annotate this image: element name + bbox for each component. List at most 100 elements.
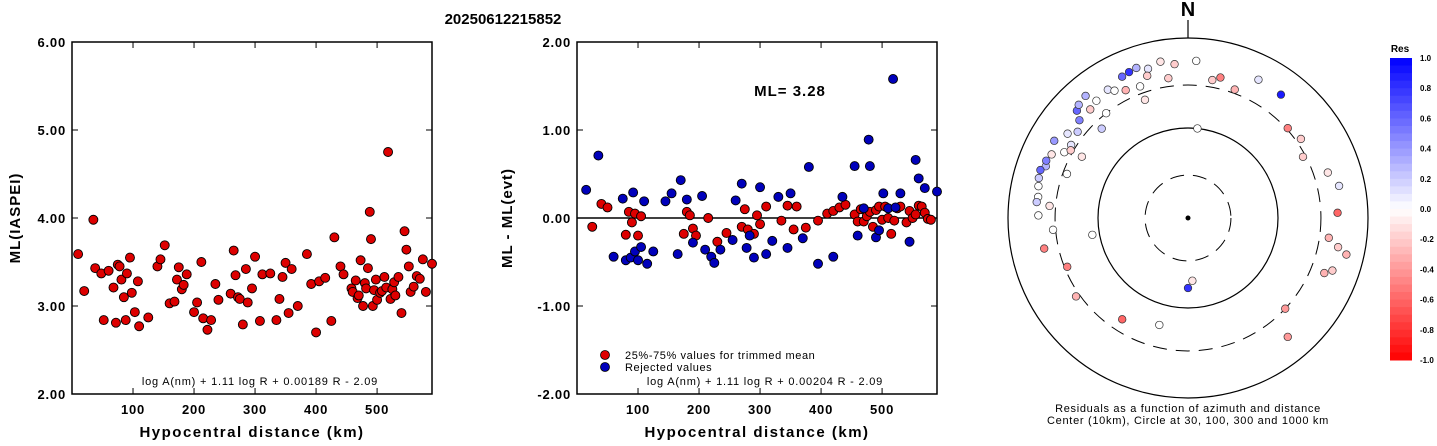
data-point bbox=[741, 242, 752, 253]
data-point bbox=[639, 196, 650, 207]
colorbar-cell bbox=[1390, 103, 1412, 112]
colorbar-cell bbox=[1390, 110, 1412, 119]
y-axis-label: ML - ML(evt) bbox=[499, 168, 516, 268]
station-residual-point bbox=[1230, 85, 1239, 94]
station-residual-point bbox=[1334, 181, 1344, 191]
colorbar-tick-label: -1.0 bbox=[1420, 356, 1434, 365]
colorbar-tick-label: 0.0 bbox=[1420, 205, 1432, 214]
station-residual-point bbox=[1088, 230, 1097, 240]
data-point bbox=[390, 290, 401, 301]
data-point bbox=[878, 188, 889, 199]
colorbar-cell bbox=[1390, 118, 1412, 127]
data-point bbox=[715, 244, 726, 255]
station-residual-point bbox=[1124, 67, 1134, 77]
data-point bbox=[338, 269, 349, 280]
station-residual-point bbox=[1164, 74, 1173, 83]
colorbar-cell bbox=[1390, 246, 1412, 255]
data-point bbox=[727, 235, 738, 245]
data-point bbox=[350, 275, 361, 286]
data-point bbox=[79, 286, 90, 296]
data-point bbox=[730, 195, 741, 206]
colorbar-cell bbox=[1390, 178, 1412, 187]
data-point bbox=[178, 279, 189, 290]
colorbar-cell bbox=[1390, 193, 1412, 202]
legend-label-rejected: Rejected values bbox=[625, 362, 712, 374]
colorbar-cell bbox=[1390, 201, 1412, 210]
y-axis-label: ML(IASPEI) bbox=[7, 173, 24, 264]
station-residual-point bbox=[1132, 63, 1141, 73]
data-point bbox=[703, 213, 714, 223]
data-point bbox=[379, 272, 390, 282]
distance-ring bbox=[1144, 174, 1232, 262]
colorbar-cell bbox=[1390, 231, 1412, 240]
data-point bbox=[739, 204, 750, 215]
data-point bbox=[697, 191, 708, 201]
y-tick-label: 1.00 bbox=[542, 123, 571, 138]
station-residual-point bbox=[1077, 152, 1087, 161]
data-point bbox=[636, 211, 647, 222]
station-residual-point bbox=[1283, 124, 1292, 133]
y-tick-label: -2.00 bbox=[537, 387, 571, 402]
station-residual-point bbox=[1170, 59, 1179, 69]
data-point bbox=[362, 263, 373, 274]
data-point bbox=[401, 244, 412, 255]
data-point bbox=[620, 229, 631, 240]
data-point bbox=[925, 214, 936, 225]
data-point bbox=[329, 232, 340, 243]
y-tick-label: 2.00 bbox=[37, 387, 66, 402]
station-residual-point bbox=[1040, 244, 1049, 253]
data-point bbox=[173, 262, 184, 273]
colorbar-cell bbox=[1390, 276, 1412, 285]
colorbar-cell bbox=[1390, 352, 1412, 361]
data-point bbox=[198, 313, 209, 324]
axis-ticks: 100 200 300 400 500 2.00 3.00 4.00 5.00 6.00 bbox=[37, 35, 432, 417]
station-residual-point bbox=[1192, 56, 1201, 66]
data-point bbox=[660, 196, 671, 207]
data-point bbox=[108, 282, 119, 293]
station-residual-point bbox=[1283, 332, 1292, 342]
data-point bbox=[228, 245, 239, 256]
data-point bbox=[761, 249, 772, 260]
station-residual-point bbox=[1034, 211, 1043, 220]
station-residual-point bbox=[1034, 182, 1043, 191]
data-point bbox=[396, 308, 407, 318]
data-point bbox=[782, 200, 793, 211]
colorbar-cell bbox=[1390, 216, 1412, 225]
data-point bbox=[361, 283, 372, 294]
y-tick-label: 2.00 bbox=[542, 35, 571, 50]
colorbar-cell bbox=[1390, 269, 1412, 278]
data-point bbox=[292, 301, 303, 311]
data-point bbox=[791, 201, 802, 212]
data-point bbox=[797, 233, 808, 244]
data-point bbox=[767, 235, 778, 246]
station-residual-point bbox=[1074, 100, 1083, 109]
station-residual-point bbox=[1143, 71, 1152, 80]
data-point bbox=[230, 270, 241, 281]
y-tick-label: 6.00 bbox=[37, 35, 66, 50]
data-point bbox=[752, 210, 762, 221]
x-tick-label: 400 bbox=[809, 402, 833, 417]
station-residual-point bbox=[1042, 156, 1051, 165]
data-point bbox=[910, 209, 921, 220]
x-axis-label: Hypocentral distance (km) bbox=[644, 424, 869, 441]
y-tick-label: 3.00 bbox=[37, 299, 66, 314]
station-residual-point bbox=[1047, 150, 1056, 159]
station-residual-point bbox=[1034, 173, 1043, 183]
colorbar-cell bbox=[1390, 337, 1412, 346]
data-point bbox=[125, 252, 135, 263]
data-point bbox=[782, 242, 793, 253]
data-point bbox=[383, 147, 394, 157]
data-point bbox=[114, 261, 125, 272]
colorbar-tick-label: 0.4 bbox=[1420, 145, 1432, 154]
station-residual-point bbox=[1333, 208, 1342, 217]
data-point bbox=[628, 187, 639, 198]
x-tick-label: 100 bbox=[121, 402, 145, 417]
station-residual-point bbox=[1118, 315, 1127, 324]
data-point bbox=[169, 296, 180, 307]
formula-text: log A(nm) + 1.11 log R + 0.00189 R - 2.0… bbox=[142, 376, 378, 388]
data-point bbox=[213, 294, 224, 305]
station-residual-point bbox=[1342, 250, 1351, 259]
data-point bbox=[118, 292, 129, 303]
station-residual-point bbox=[1324, 233, 1333, 242]
legend-marker-rejected bbox=[600, 362, 610, 372]
